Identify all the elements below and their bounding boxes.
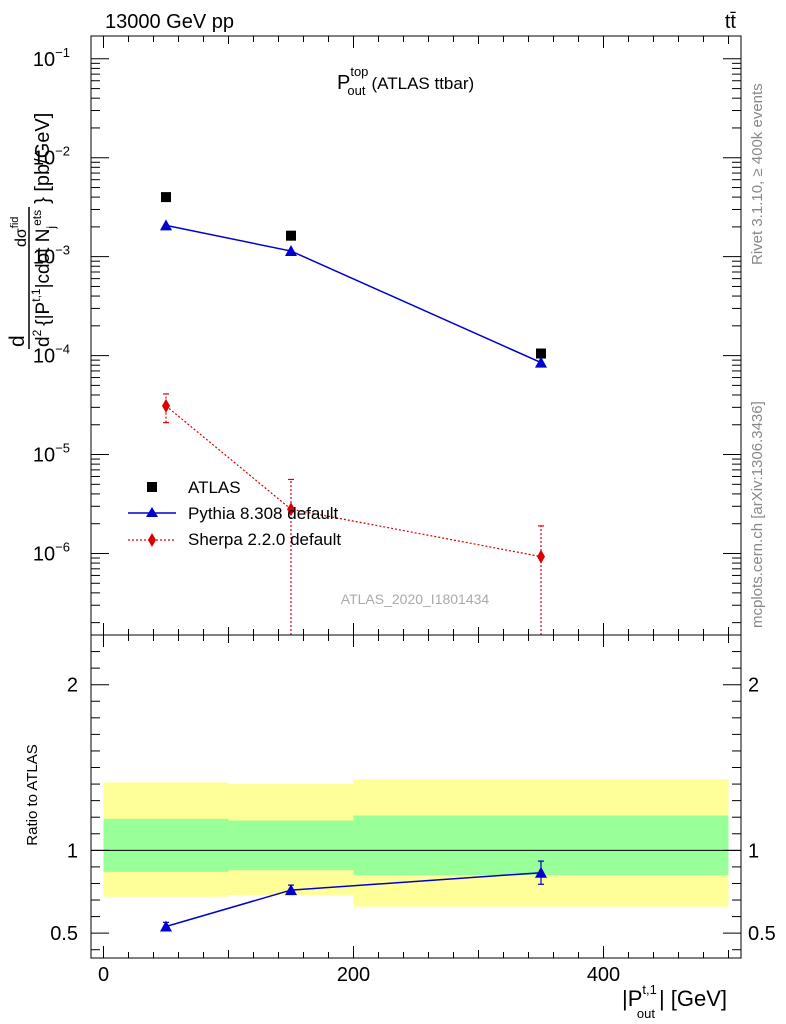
title-sub: out: [347, 83, 365, 98]
main-axis-ticks: [91, 36, 741, 635]
data-point-atlas: [286, 230, 296, 241]
uncertainty-band-inner: [228, 820, 354, 871]
legend-sherpa-marker: [148, 533, 156, 547]
rivet-label: Rivet 3.1.10, ≥ 400k events: [749, 83, 766, 265]
main-y-tick-label: 10−4: [33, 342, 70, 368]
main-y-tick-label: 10−1: [33, 45, 70, 71]
ylabel-d2: d: [33, 336, 54, 347]
ylabel-jets-sub: j: [44, 226, 58, 230]
main-y-tick-label: 10−2: [33, 144, 70, 170]
ylabel-sigma: σ: [13, 228, 30, 238]
tick-exponent: −2: [55, 144, 70, 159]
tick-base: 10: [33, 49, 55, 71]
ylabel-t1: t,1: [29, 288, 43, 302]
ratio-y-tick-label-right: 2: [748, 675, 759, 697]
ratio-y-tick-label-right: 1: [748, 840, 759, 862]
legend-pythia-label: Pythia 8.308 default: [188, 504, 339, 523]
svg-text:d: d: [6, 335, 29, 347]
ratio-data-point: [160, 920, 172, 932]
main-title: Ptop out (ATLAS ttbar): [337, 64, 474, 98]
legend: ATLAS Pythia 8.308 default Sherpa 2.2.0 …: [128, 478, 341, 549]
ratio-frame: [90, 634, 742, 959]
ratio-y-tick-label-left: 2: [67, 675, 78, 697]
main-y-tick-label: 10−3: [33, 243, 70, 269]
uncertainty-band-inner: [103, 818, 229, 872]
legend-sherpa-label: Sherpa 2.2.0 default: [188, 530, 341, 549]
data-point-sherpa: [287, 502, 295, 517]
ratio-y-axis-label: Ratio to ATLAS: [24, 744, 41, 845]
ylabel-2: 2: [30, 329, 44, 336]
ratio-plot-area: [91, 779, 741, 932]
main-y-tick-label: 10−6: [33, 539, 70, 565]
ratio-data-point: [285, 884, 297, 896]
ylabel-units: } [pb/GeV]: [32, 113, 54, 204]
process-label: tt̄: [725, 11, 737, 33]
tick-exponent: −6: [55, 539, 70, 554]
legend-pythia-marker: [146, 507, 158, 517]
legend-atlas-label: ATLAS: [188, 478, 241, 497]
ylabel-d: d: [6, 335, 29, 347]
tick-base: 10: [33, 445, 55, 467]
tick-base: 10: [33, 346, 55, 368]
ratio-x-tick-label: 0: [98, 964, 109, 986]
title-suffix: (ATLAS ttbar): [372, 74, 475, 93]
tick-base: 10: [33, 148, 55, 170]
mcplots-label: mcplots.cern.ch [arXiv:1306.3436]: [749, 401, 766, 628]
ratio-data-point: [535, 866, 547, 878]
ylabel-cdot: |cdot N: [33, 229, 54, 289]
ratio-y-tick-label-left: 0.5: [50, 923, 78, 945]
ylabel-jets-sup: ets: [30, 210, 44, 226]
ratio-y-tick-label-right: 0.5: [748, 923, 776, 945]
ratio-panel: 0.5 0.5 1 1 2 2 0 200 400 Ratio to ATLAS |Pt,1 ou…: [24, 634, 776, 1021]
ylabel-d-num: d: [13, 238, 30, 247]
tick-exponent: −4: [55, 342, 70, 357]
data-point-pythia: [160, 219, 172, 231]
tick-base: 10: [33, 543, 55, 565]
xlabel-sup: t,1: [642, 982, 656, 997]
data-point-pythia: [535, 356, 547, 368]
main-y-tick-labels: 10−610−510−410−310−210−1: [33, 45, 70, 566]
ratio-x-tick-label: 200: [337, 964, 370, 986]
ratio-x-axis-label: |Pt,1 out | [GeV]: [622, 982, 727, 1021]
data-point-atlas: [536, 348, 546, 359]
data-point-sherpa: [537, 549, 545, 564]
main-y-axis-label: d dσfid d2{|Pt,1|cdot Njets} [pb/GeV]: [6, 113, 58, 349]
xlabel-main: |P: [622, 986, 642, 1011]
main-panel: 10−610−510−410−310−210−1 Ptop out (ATLAS t…: [6, 35, 742, 636]
ratio-x-tick-label: 400: [587, 964, 620, 986]
series-line-1: [165, 224, 542, 364]
ylabel-p: {|P: [33, 302, 54, 326]
xlabel-sub: out: [637, 1006, 655, 1021]
legend-atlas-marker: [147, 482, 157, 492]
ylabel-fid: fid: [9, 217, 21, 229]
xlabel-suffix: | [GeV]: [659, 986, 727, 1011]
ratio-tick-labels: 0.5 0.5 1 1 2 2 0 200 400: [50, 675, 776, 986]
title-sup: top: [350, 64, 368, 79]
title-main: P: [337, 72, 350, 94]
tick-exponent: −1: [55, 45, 70, 60]
main-y-tick-label: 10−5: [33, 441, 70, 467]
svg-text:d2{|Pt,1|cdot Njets} [pb/GeV]: d2 {|Pt,1|cdot Njets } [pb/GeV]: [29, 113, 58, 347]
tick-exponent: −5: [55, 441, 70, 456]
ratio-axis-ticks: [91, 634, 741, 958]
main-plot-area: [160, 192, 547, 635]
tick-base: 10: [33, 247, 55, 269]
analysis-tag: ATLAS_2020_I1801434: [341, 591, 490, 607]
data-point-sherpa: [162, 398, 170, 413]
data-point-pythia: [285, 245, 297, 257]
energy-label: 13000 GeV pp: [105, 11, 234, 33]
tick-exponent: −3: [55, 243, 70, 258]
svg-text:dσfid: dσfid: [9, 217, 30, 247]
ratio-y-tick-label-left: 1: [67, 840, 78, 862]
data-point-atlas: [161, 192, 171, 203]
